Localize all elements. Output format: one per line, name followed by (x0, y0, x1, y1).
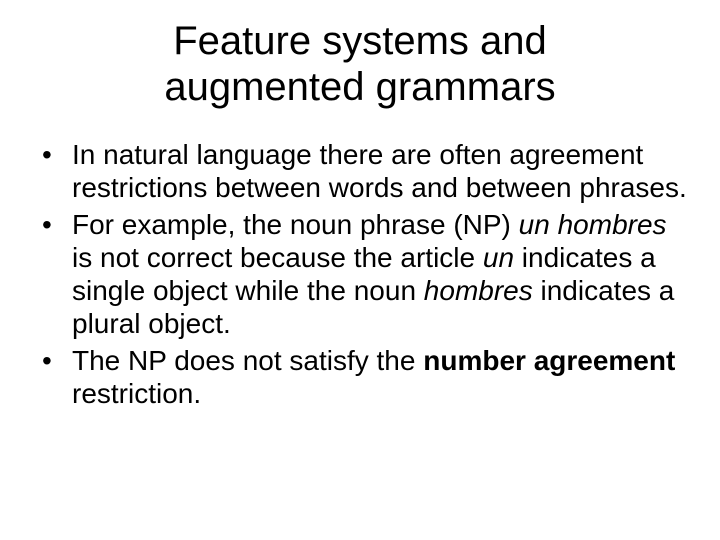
bullet-item: The NP does not satisfy the number agree… (38, 344, 690, 410)
title-line-2: augmented grammars (164, 65, 555, 109)
bullet-text: restriction. (72, 378, 201, 409)
title-line-1: Feature systems and (173, 19, 547, 63)
bullet-text: For example, the noun phrase (NP) (72, 209, 519, 240)
bullet-item: In natural language there are often agre… (38, 138, 690, 204)
italic-phrase: un hombres (519, 209, 667, 240)
slide: Feature systems and augmented grammars I… (0, 0, 720, 540)
italic-phrase: hombres (424, 275, 533, 306)
bold-phrase: number agreement (423, 345, 675, 376)
bullet-item: For example, the noun phrase (NP) un hom… (38, 208, 690, 340)
italic-phrase: un (483, 242, 514, 273)
bullet-text: is not correct because the article (72, 242, 483, 273)
slide-title: Feature systems and augmented grammars (30, 18, 690, 110)
bullet-text: In natural language there are often agre… (72, 139, 687, 203)
bullet-list: In natural language there are often agre… (30, 138, 690, 410)
bullet-text: The NP does not satisfy the (72, 345, 423, 376)
